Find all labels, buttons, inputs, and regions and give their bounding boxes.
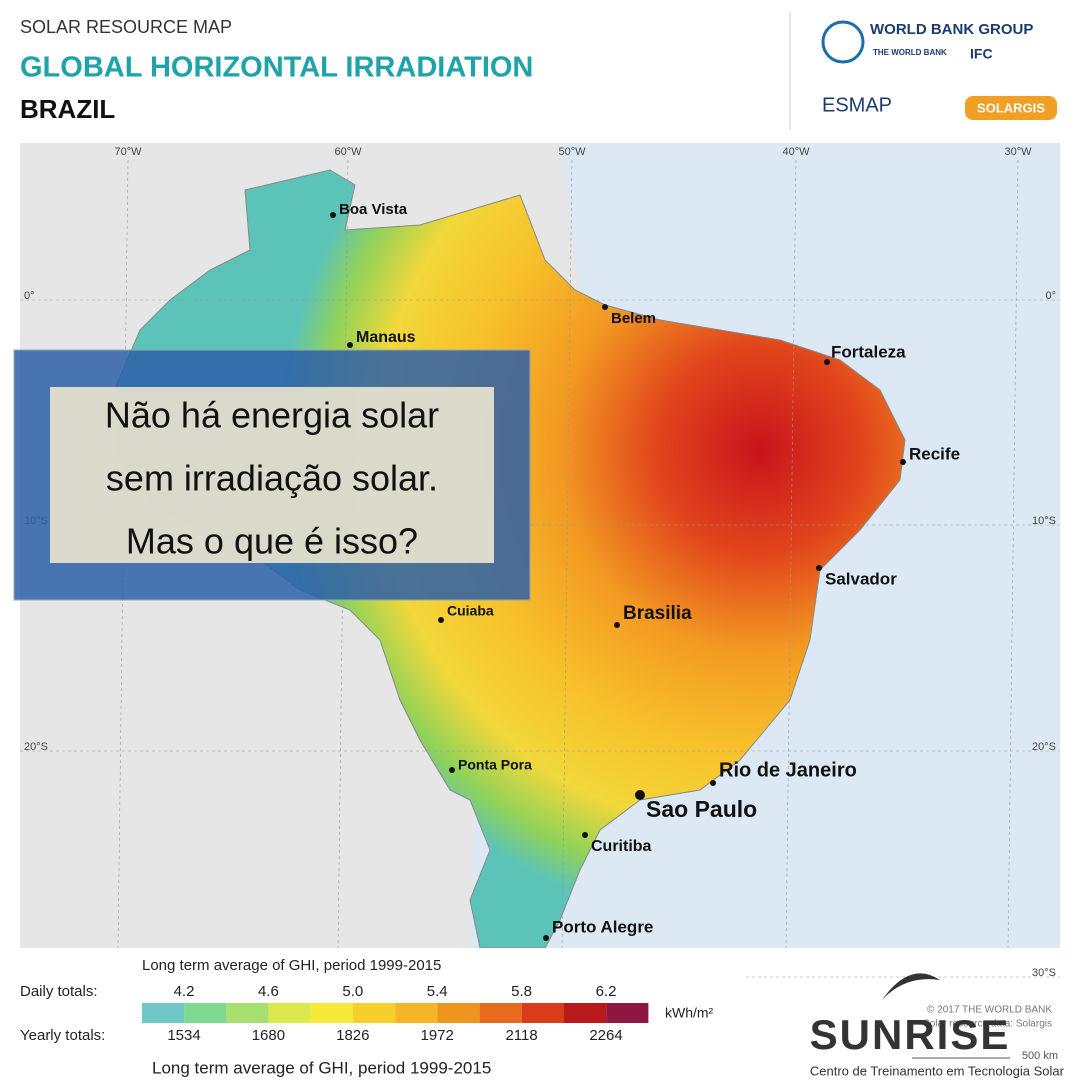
lat-label: 0° [24, 290, 35, 302]
lon-label: 70°W [114, 146, 142, 158]
color-swatch [226, 1003, 269, 1023]
wb: THE WORLD BANK [873, 48, 947, 57]
city-label: Boa Vista [339, 201, 408, 218]
meridian [561, 159, 573, 949]
city-dot [614, 622, 620, 628]
city-dot [582, 832, 588, 838]
subtitle: SOLAR RESOURCE MAP [20, 17, 232, 37]
solargis: SOLARGIS [977, 100, 1045, 115]
city-dot [900, 459, 906, 465]
city-dot [347, 342, 353, 348]
city-dot [710, 780, 716, 786]
city-label: Rio de Janeiro [719, 759, 857, 781]
city-label: Recife [909, 444, 960, 463]
color-swatch [606, 1003, 649, 1023]
globe [821, 20, 865, 64]
lon-label: 60°W [334, 146, 362, 158]
color-swatch [521, 1003, 564, 1023]
city-label: Manaus [356, 329, 416, 346]
unit: kWh/m² [665, 1005, 714, 1021]
copyright: © 2017 THE WORLD BANK [927, 1005, 1052, 1016]
city-label: Brasilia [623, 603, 692, 624]
title: GLOBAL HORIZONTAL IRRADIATION [20, 52, 533, 84]
overlay-line: sem irradiação solar. [106, 458, 438, 499]
city-label: Sao Paulo [646, 796, 757, 822]
city-dot [330, 212, 336, 218]
color-swatch [395, 1003, 438, 1023]
meridian [117, 159, 129, 949]
overlay-line: Mas o que é isso? [126, 521, 418, 562]
yearly-value: 2118 [505, 1027, 537, 1044]
legend-caption-bottom: Long term average of GHI, period 1999-20… [152, 1058, 491, 1077]
lat-label: 20°S [1032, 741, 1056, 753]
city-label: Cuiaba [447, 603, 494, 619]
scale: 500 km [1022, 1050, 1058, 1062]
color-swatch [142, 1003, 185, 1023]
daily-value: 5.8 [511, 983, 532, 1000]
lat-label: 10°S [1032, 515, 1056, 527]
city-dot [438, 617, 444, 623]
yearly-value: 1972 [421, 1027, 454, 1044]
overlay-line: Não há energia solar [105, 395, 439, 436]
daily-value: 5.0 [342, 983, 363, 1000]
city-dot [635, 790, 645, 800]
color-swatch [437, 1003, 480, 1023]
brand-name: SUNRISE [810, 1011, 1011, 1058]
esmap: ESMAP [822, 94, 892, 116]
daily-value: 4.2 [174, 983, 195, 1000]
color-swatch [353, 1003, 396, 1023]
yearly-value: 2264 [589, 1027, 622, 1044]
meridian [785, 159, 797, 949]
sun-arc [882, 973, 940, 1000]
yearly-value: 1534 [167, 1027, 200, 1044]
city-label: Belem [611, 310, 656, 327]
yearly-label: Yearly totals: [20, 1027, 105, 1044]
daily-label: Daily totals: [20, 983, 98, 1000]
color-swatch [564, 1003, 607, 1023]
daily-value: 4.6 [258, 983, 279, 1000]
country: BRAZIL [20, 94, 115, 124]
lat-label: 20°S [24, 741, 48, 753]
color-swatch [268, 1003, 311, 1023]
legend-caption: Long term average of GHI, period 1999-20… [142, 957, 441, 974]
lat-label: 0° [1045, 290, 1056, 302]
color-swatch [479, 1003, 522, 1023]
color-swatch [184, 1003, 227, 1023]
ifc: IFC [970, 46, 993, 62]
city-dot [543, 935, 549, 941]
yearly-value: 1680 [252, 1027, 285, 1044]
meridian [337, 159, 349, 949]
city-label: Ponta Pora [458, 757, 532, 773]
solargis-badge [965, 96, 1057, 120]
city-label: Fortaleza [831, 342, 906, 361]
city-dot [816, 565, 822, 571]
lon-label: 40°W [782, 146, 810, 158]
city-label: Salvador [825, 569, 897, 588]
meridian [1007, 159, 1019, 949]
city-dot [602, 304, 608, 310]
lon-label: 30°W [1004, 146, 1032, 158]
daily-value: 5.4 [427, 983, 448, 1000]
city-dot [824, 359, 830, 365]
source: Solar resource data: Solargis [923, 1019, 1052, 1030]
wbg: WORLD BANK GROUP [870, 21, 1033, 38]
overlay-inner [50, 387, 494, 563]
logos: WORLD BANK GROUP THE WORLD BANK IFC ESMA… [789, 12, 1057, 130]
city-label: Curitiba [591, 838, 652, 855]
color-swatch [310, 1003, 353, 1023]
city-label: Porto Alegre [552, 917, 653, 936]
yearly-value: 1826 [336, 1027, 369, 1044]
brand-tagline: Centro de Treinamento em Tecnologia Sola… [810, 1063, 1065, 1078]
lon-label: 50°W [558, 146, 586, 158]
lat-label: 30°S [1032, 967, 1056, 979]
city-dot [449, 767, 455, 773]
daily-value: 6.2 [596, 983, 617, 1000]
